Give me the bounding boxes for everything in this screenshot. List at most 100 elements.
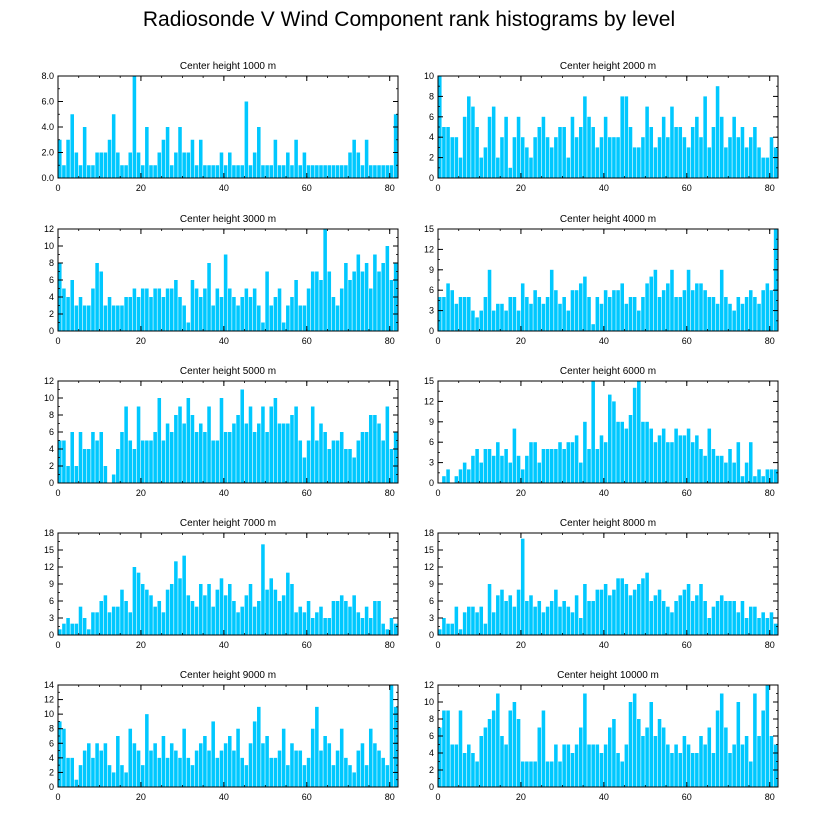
histogram-bar: [458, 710, 463, 787]
histogram-bar: [393, 623, 398, 635]
histogram-bar: [645, 421, 649, 483]
histogram-bar: [207, 406, 211, 483]
y-tick-label: 6: [429, 437, 434, 447]
histogram-bar: [686, 147, 691, 178]
x-tick-label: 60: [682, 183, 692, 193]
histogram-bar: [666, 283, 670, 331]
y-tick-label: 6: [429, 731, 434, 741]
histogram-bar: [339, 288, 344, 331]
histogram-bar: [475, 761, 479, 787]
histogram-bar: [78, 432, 83, 483]
histogram-bar: [616, 578, 620, 635]
histogram-bar: [186, 152, 191, 178]
histogram-bar: [711, 449, 716, 483]
histogram-bar: [277, 601, 282, 635]
y-tick-label: 10: [44, 709, 54, 719]
histogram-bar: [223, 254, 228, 331]
x-tick-label: 0: [55, 488, 60, 498]
x-tick-label: 80: [385, 640, 395, 650]
histogram-bar: [491, 455, 496, 483]
histogram-bar: [715, 710, 720, 787]
histogram-bar: [471, 753, 475, 787]
histogram-bar: [294, 612, 298, 635]
histogram-bar: [161, 736, 166, 787]
histogram-bar: [323, 736, 327, 787]
histogram-bar: [491, 310, 496, 331]
histogram-bar: [252, 721, 257, 787]
histogram-bar: [335, 305, 340, 331]
x-tick-label: 20: [516, 183, 526, 193]
histogram-bar: [240, 297, 244, 331]
histogram-bar: [487, 116, 492, 178]
histogram-bar: [99, 601, 104, 635]
histogram-bar: [381, 440, 385, 483]
histogram-bar: [661, 116, 666, 178]
x-tick-label: 0: [435, 792, 440, 802]
histogram-bar: [616, 137, 620, 178]
y-tick-label: 10: [44, 241, 54, 251]
histogram-bar: [116, 152, 120, 178]
histogram-bar: [525, 601, 529, 635]
histogram-bar: [302, 457, 307, 483]
histogram-bar: [145, 714, 149, 787]
histogram-bar: [364, 139, 369, 178]
histogram-bar: [211, 165, 215, 178]
histogram-bar: [273, 139, 278, 178]
histogram-bar: [508, 167, 513, 178]
histogram-bar: [298, 440, 303, 483]
histogram-bar: [504, 116, 508, 178]
x-tick-label: 80: [385, 183, 395, 193]
histogram-bar: [364, 263, 369, 331]
x-tick-label: 80: [385, 792, 395, 802]
histogram-bar: [111, 114, 116, 178]
histogram-bar: [487, 719, 492, 787]
histogram-bar: [261, 165, 265, 178]
y-tick-label: 6: [49, 596, 54, 606]
histogram-bar: [653, 736, 658, 787]
histogram-bar: [339, 165, 344, 178]
histogram-bar: [545, 761, 550, 787]
histogram-bar: [500, 455, 504, 483]
histogram-bar: [149, 595, 153, 635]
histogram-bar: [281, 165, 286, 178]
histogram-bar: [99, 152, 104, 178]
histogram-bar: [223, 432, 228, 483]
y-tick-label: 2.0: [41, 148, 54, 158]
histogram-bar: [537, 727, 542, 787]
histogram-bar: [103, 743, 108, 787]
histogram-bar: [169, 165, 174, 178]
histogram-bar: [578, 127, 583, 178]
histogram-bar: [744, 736, 749, 787]
histogram-bar: [587, 449, 591, 483]
histogram-bar: [653, 442, 658, 483]
histogram-bar: [516, 455, 521, 483]
histogram-bar: [381, 623, 385, 635]
histogram-panel-6: Center height 6000 m 0 20 40 60 80 0 3 6 9 12 15: [424, 366, 779, 498]
histogram-bar: [570, 116, 575, 178]
histogram-bar: [348, 152, 352, 178]
histogram-bar: [62, 623, 66, 635]
y-tick-label: 4: [49, 444, 54, 454]
histogram-bar: [649, 276, 654, 331]
histogram-bar: [149, 440, 153, 483]
histogram-bar: [331, 297, 336, 331]
histogram-bar: [496, 157, 500, 178]
histogram-bar: [240, 389, 244, 483]
y-tick-label: 8: [49, 410, 54, 420]
histogram-bar: [608, 137, 612, 178]
histogram-bar: [116, 606, 120, 635]
histogram-bar: [240, 165, 244, 178]
histogram-bar: [574, 744, 579, 787]
x-tick-label: 80: [765, 640, 775, 650]
histogram-bar: [769, 612, 774, 635]
histogram-bar: [257, 423, 261, 483]
histogram-bar: [744, 297, 749, 331]
histogram-bar: [294, 280, 298, 331]
histogram-bar: [732, 310, 736, 331]
histogram-bar: [657, 435, 662, 483]
histogram-bar: [203, 288, 207, 331]
histogram-bar: [348, 765, 352, 787]
histogram-bar: [595, 147, 600, 178]
histogram-bar: [624, 303, 629, 331]
histogram-bar: [58, 440, 62, 483]
